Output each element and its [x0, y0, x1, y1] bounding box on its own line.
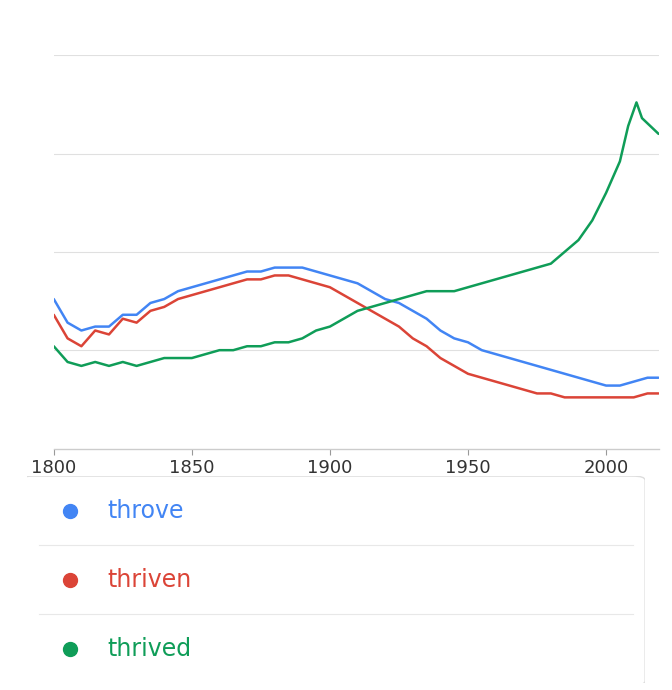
Text: throve: throve	[108, 499, 183, 522]
Text: thriven: thriven	[108, 568, 192, 591]
FancyBboxPatch shape	[21, 476, 645, 685]
Text: thrived: thrived	[108, 637, 192, 660]
